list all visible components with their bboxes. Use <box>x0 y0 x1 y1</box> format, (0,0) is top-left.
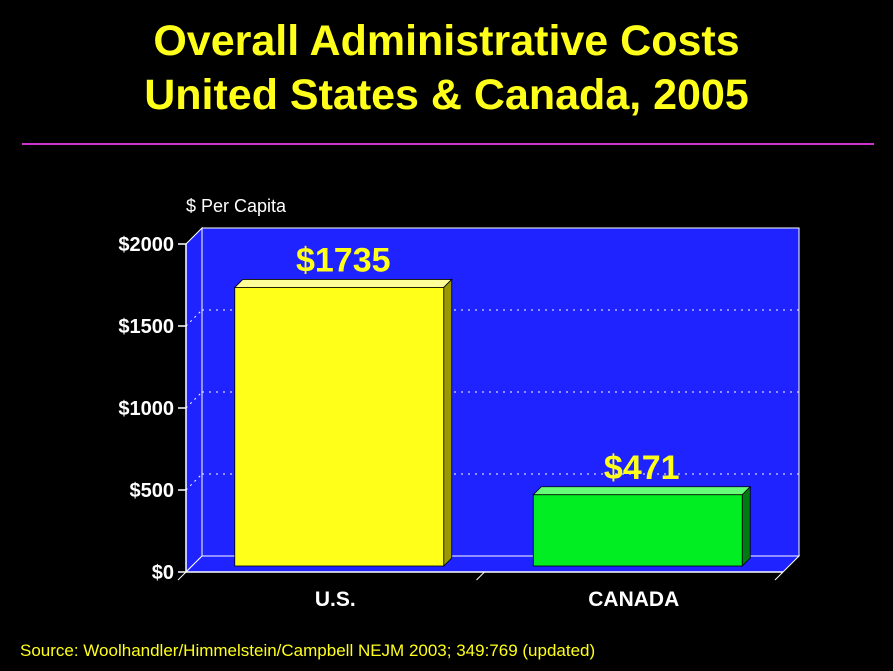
title-divider <box>22 143 874 145</box>
chart-title: Overall Administrative Costs United Stat… <box>0 14 893 122</box>
source-citation: Source: Woolhandler/Himmelstein/Campbell… <box>20 641 596 660</box>
x-tick <box>177 571 187 581</box>
bar <box>234 287 445 567</box>
bar-side-face <box>741 485 751 567</box>
y-tick-label: $0 <box>152 562 174 584</box>
gridline-left <box>185 473 203 491</box>
y-tick-label: $2000 <box>118 234 174 256</box>
y-tick-label: $500 <box>130 480 175 502</box>
x-tick-label: U.S. <box>315 588 356 611</box>
y-axis-label: $ Per Capita <box>186 196 287 216</box>
gridline-left <box>185 309 203 327</box>
y-tick-label: $1500 <box>118 316 174 338</box>
y-tick-label: $1000 <box>118 398 174 420</box>
title-line-1: Overall Administrative Costs <box>153 17 740 65</box>
x-tick-label: CANADA <box>588 588 679 611</box>
bar <box>532 494 743 567</box>
data-label: $471 <box>604 449 680 487</box>
plot-left-wall <box>185 226 203 574</box>
bar-side-face <box>443 278 453 567</box>
bar-top-face <box>233 279 453 288</box>
gridline-left <box>185 391 203 409</box>
data-label: $1735 <box>296 241 391 279</box>
x-tick <box>774 571 784 581</box>
title-line-2: United States & Canada, 2005 <box>144 71 749 119</box>
bar-top-face <box>532 486 752 496</box>
x-tick <box>476 571 485 581</box>
